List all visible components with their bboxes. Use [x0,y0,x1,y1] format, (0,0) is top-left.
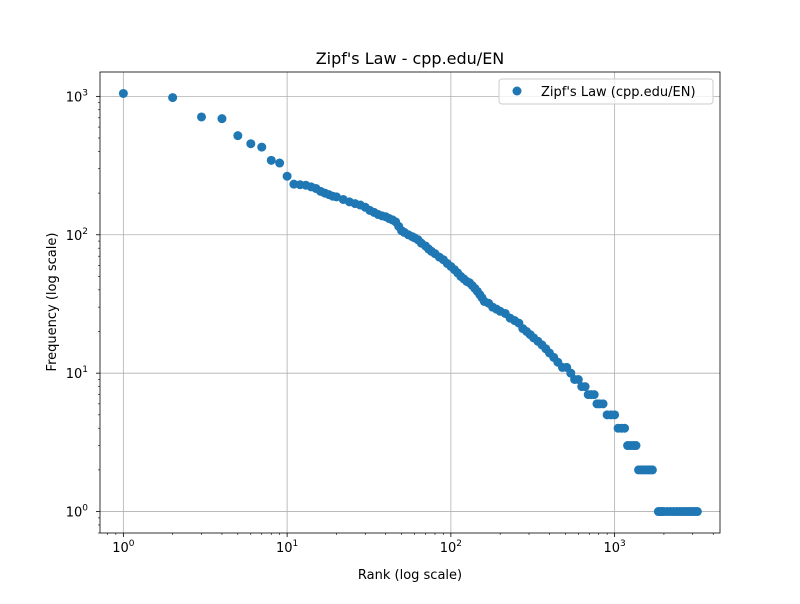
data-point [580,382,590,392]
legend: Zipf's Law (cpp.edu/EN) [498,78,714,105]
data-point [692,507,702,517]
legend-box [498,78,714,105]
data-point [282,171,292,181]
data-point [233,131,243,141]
data-point [246,139,256,149]
data-point [610,410,620,420]
data-point [589,390,599,400]
y-axis-label: Frequency (log scale) [45,233,60,372]
grid-lines [100,72,720,533]
data-point [573,374,583,384]
data-point [118,88,128,98]
data-point [168,93,178,103]
x-axis-label: Rank (log scale) [358,568,462,583]
plot-frame [99,71,721,534]
legend-marker [512,86,522,96]
data-point [647,465,657,475]
data-point [331,192,341,202]
data-point [598,399,608,409]
chart-title: Zipf's Law - cpp.edu/EN [316,49,505,68]
data-points [118,88,702,517]
legend-label: Zipf's Law (cpp.edu/EN) [541,85,696,100]
data-point [257,142,267,152]
data-point [275,158,285,168]
data-point [196,112,206,122]
data-point [631,441,641,451]
data-point [620,423,630,433]
data-point [266,155,276,165]
data-point [217,114,227,124]
